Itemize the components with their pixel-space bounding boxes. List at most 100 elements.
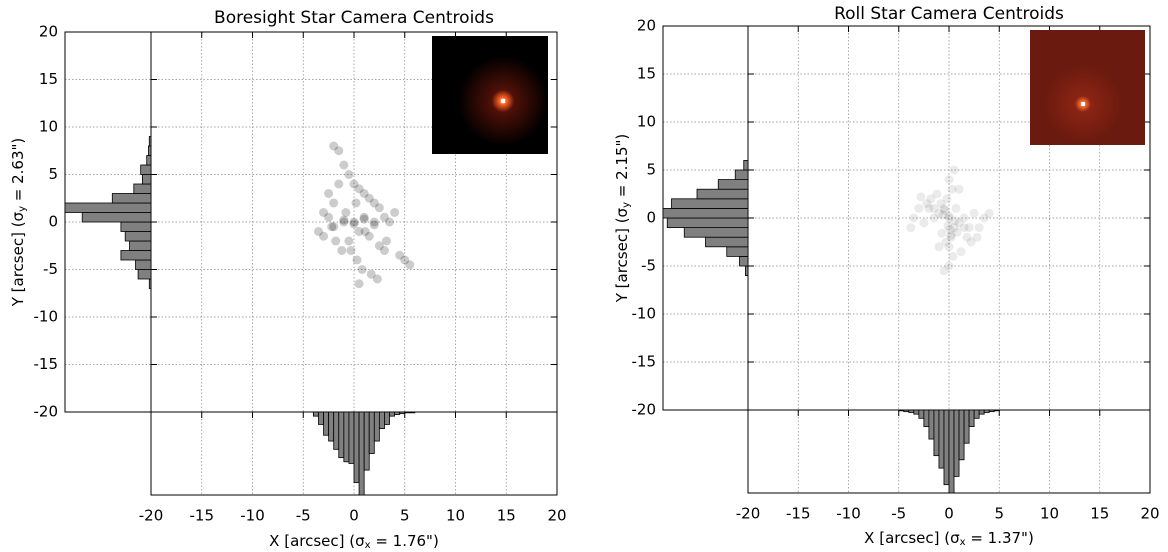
y-hist-bar (124, 231, 152, 242)
label-subscript: y (621, 202, 632, 208)
y-tick-label: 5 (48, 165, 58, 183)
scatter-point (938, 210, 948, 220)
scatter-point (341, 208, 351, 217)
scatter-point (400, 255, 410, 265)
x-hist-bar (923, 409, 930, 428)
x-tick-label: 15 (497, 507, 516, 525)
scatter-point (331, 236, 341, 246)
scatter-point (381, 236, 391, 246)
scatter-point (385, 217, 395, 227)
x-hist-bar (363, 411, 370, 471)
scatter-point (349, 219, 359, 229)
y-tick-label: -15 (632, 353, 657, 371)
label-subscript: y (17, 206, 28, 212)
y-hist-bar (129, 240, 152, 251)
scatter-point (919, 218, 929, 228)
x-tick-label: -20 (736, 505, 761, 523)
scatter-point (959, 223, 969, 233)
y-hist-bar (696, 188, 749, 200)
scatter-point (936, 199, 946, 209)
x-hist-bar (948, 409, 955, 494)
x-tick-label: 15 (1090, 505, 1109, 523)
x-hist-bar (318, 411, 324, 425)
scatter-point (937, 228, 947, 238)
x-tick-label: 20 (547, 507, 566, 525)
label-text: X [arcsec] (σ (864, 529, 960, 547)
x-hist-bar (358, 411, 365, 496)
label-subscript: x (365, 540, 371, 551)
x-hist-bar (343, 411, 350, 463)
y-tick-label: -20 (34, 403, 59, 421)
x-tick-label: -15 (786, 505, 811, 523)
x-hist-bar (993, 409, 1000, 412)
scatter-point (360, 227, 370, 236)
scatter-point (329, 198, 339, 208)
x-tick-label: 5 (400, 507, 410, 525)
scatter-point (974, 223, 984, 233)
scatter-point (352, 255, 362, 265)
y-hist-bar (81, 212, 152, 223)
x-tick-label: 0 (944, 505, 954, 523)
x-tick-label: -10 (836, 505, 861, 523)
x-hist-bar (399, 411, 406, 415)
scatter-point (374, 241, 384, 251)
x-tick-label: -10 (240, 507, 265, 525)
scatter-point (962, 232, 972, 242)
x-hist-bar (378, 411, 385, 430)
y-hist-bar (148, 145, 152, 156)
y-tick-label: 10 (637, 113, 656, 131)
y-hist-bar (705, 236, 749, 248)
label-text: = 2.15") (613, 134, 631, 202)
scatter-point (354, 227, 364, 236)
label-text: Y [arcsec] (σ (9, 211, 27, 307)
y-tick-label: 0 (646, 209, 656, 227)
scatter-point (324, 212, 334, 222)
y-hist-bar (726, 246, 749, 257)
scatter-point (947, 184, 957, 194)
scatter-point (319, 208, 329, 217)
scatter-point (922, 199, 932, 209)
y-tick-label: 5 (646, 161, 656, 179)
y-tick-label: -10 (632, 305, 657, 323)
scatter-point (379, 246, 389, 255)
y-tick-label: -5 (641, 257, 656, 275)
scatter-point (926, 194, 936, 204)
scatter-point (929, 213, 939, 223)
y-tick-label: -10 (34, 308, 59, 326)
x-hist-bar (323, 411, 330, 436)
scatter-point (939, 203, 949, 213)
scatter-point (344, 170, 354, 179)
x-hist-bar (368, 411, 375, 454)
scatter-point (909, 213, 919, 223)
scatter-point (346, 246, 356, 255)
scatter-point (944, 261, 954, 271)
scatter-point (942, 194, 952, 204)
y-tick-label: -5 (43, 260, 58, 278)
x-hist-bar (963, 409, 970, 444)
scatter-point (941, 237, 951, 247)
scatter-point (357, 265, 367, 274)
scatter-point (924, 203, 934, 213)
scatter-point (329, 222, 339, 232)
x-tick-label: -15 (190, 507, 215, 525)
scatter-point (313, 227, 323, 236)
x-tick-label: 10 (1040, 505, 1059, 523)
scatter-point (934, 242, 944, 252)
scatter-point (354, 184, 364, 194)
scatter-point (972, 232, 982, 242)
scatter-point (395, 250, 405, 260)
chart-title: Roll Star Camera Centroids (834, 4, 1064, 24)
scatter-point (351, 198, 361, 208)
inset-image (432, 36, 548, 154)
scatter-point (946, 232, 956, 242)
y-hist-bar (120, 250, 152, 261)
x-hist-bar (918, 409, 925, 419)
y-hist-bar (120, 221, 152, 232)
scatter-point (944, 175, 954, 185)
scatter-point (944, 211, 954, 221)
scatter-point (949, 165, 959, 175)
scatter-point (984, 208, 994, 218)
x-hist-bar (953, 409, 960, 477)
x-hist-bar (928, 409, 935, 440)
y-hist-bar (148, 278, 152, 289)
